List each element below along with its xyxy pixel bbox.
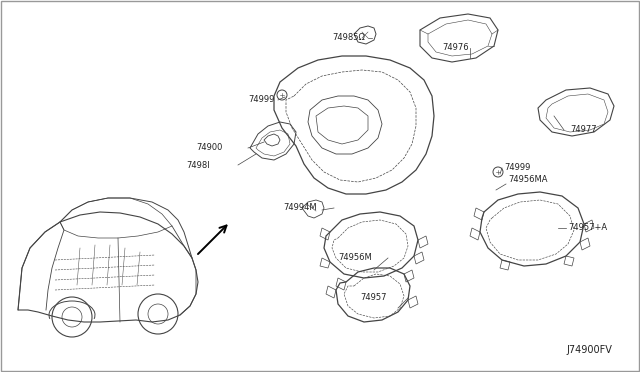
Text: 74957: 74957 <box>360 294 387 302</box>
Text: 74999: 74999 <box>248 96 275 105</box>
Text: J74900FV: J74900FV <box>566 345 612 355</box>
Text: 74900: 74900 <box>196 144 222 153</box>
Text: 7498I: 7498I <box>186 160 210 170</box>
Text: 74956M: 74956M <box>338 253 372 263</box>
Text: 74999: 74999 <box>504 164 531 173</box>
Text: 74976: 74976 <box>442 44 468 52</box>
Text: 74985Ω: 74985Ω <box>332 33 365 42</box>
Text: 74956MA: 74956MA <box>508 176 547 185</box>
Text: 74957+A: 74957+A <box>568 224 607 232</box>
Text: 74977: 74977 <box>570 125 596 135</box>
Text: 74994M: 74994M <box>283 203 317 212</box>
